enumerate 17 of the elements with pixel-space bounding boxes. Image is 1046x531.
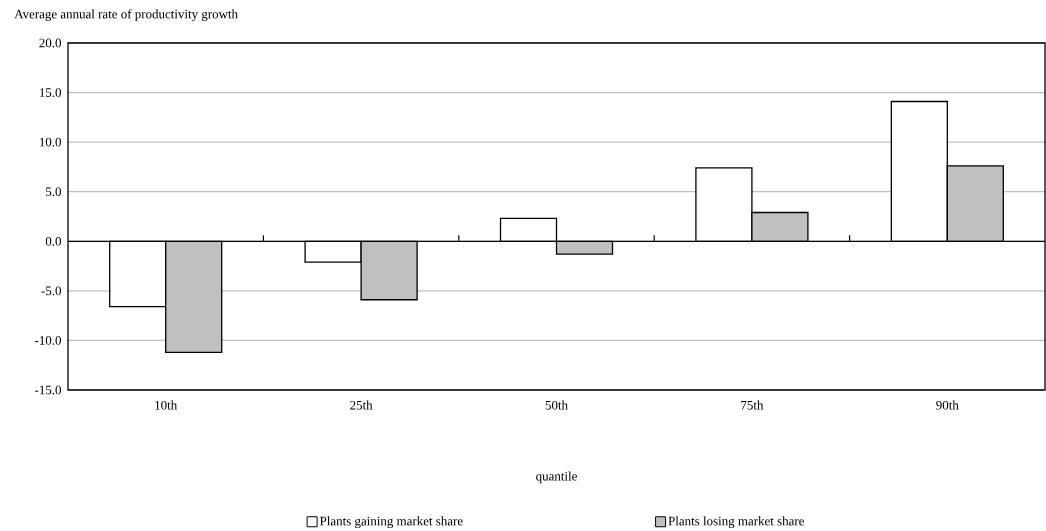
legend-label: Plants losing market share bbox=[668, 516, 804, 529]
y-tick-label: 10.0 bbox=[39, 137, 61, 147]
y-axis-title: Average annual rate of productivity growth bbox=[14, 9, 238, 22]
y-tick-label: -5.0 bbox=[41, 286, 61, 296]
y-tick-label: 0.0 bbox=[45, 236, 61, 246]
y-tick-label: -15.0 bbox=[35, 385, 61, 395]
legend-label: Plants gaining market share bbox=[319, 516, 463, 529]
x-tick-label: 90th bbox=[936, 400, 959, 410]
y-tick-label: -10.0 bbox=[35, 336, 61, 345]
x-tick-label: 10th bbox=[155, 400, 178, 410]
x-axis-title: quantile bbox=[536, 471, 577, 484]
y-tick-label: 20.0 bbox=[39, 38, 61, 48]
x-tick-label: 25th bbox=[350, 400, 373, 410]
y-tick-label: 15.0 bbox=[39, 88, 61, 97]
x-tick-label: 50th bbox=[545, 400, 568, 410]
y-tick-label: 5.0 bbox=[46, 187, 61, 197]
x-tick-label: 75th bbox=[741, 400, 764, 410]
